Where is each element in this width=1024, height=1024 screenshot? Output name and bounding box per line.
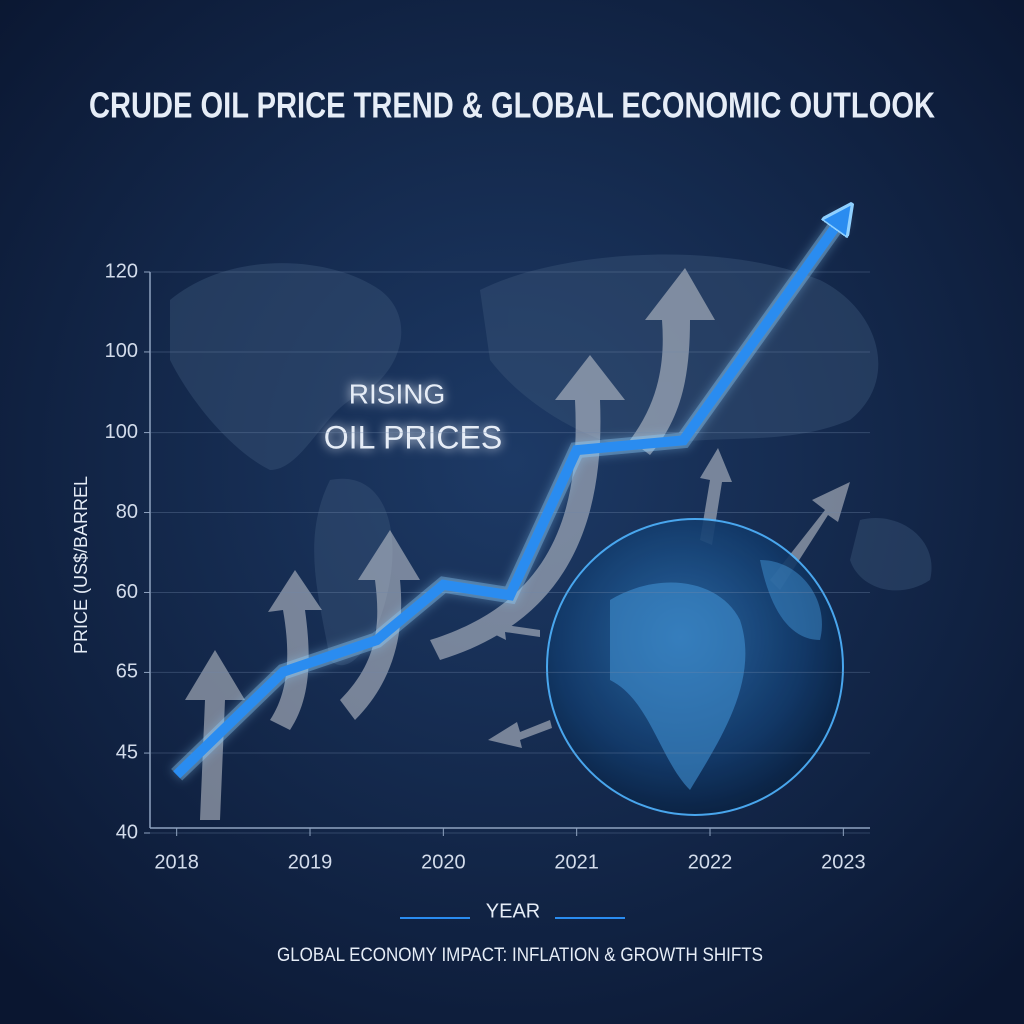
y-tick-label: 45 — [116, 741, 138, 763]
globe — [546, 518, 844, 816]
annotation: OIL PRICES — [324, 419, 502, 455]
price-line — [173, 216, 844, 779]
chart-title: CRUDE OIL PRICE TREND & GLOBAL ECONOMIC … — [89, 85, 935, 126]
y-tick-label: 60 — [116, 581, 138, 603]
x-tick-label: 2021 — [554, 851, 599, 873]
y-tick-label: 100 — [105, 421, 138, 443]
x-tick-label: 2020 — [421, 851, 466, 873]
x-tick-label: 2023 — [821, 851, 866, 873]
y-tick-label: 80 — [116, 501, 138, 523]
y-tick-label: 120 — [105, 260, 138, 282]
x-axis-label: YEAR — [486, 900, 540, 922]
annotation: RISING — [349, 378, 445, 409]
decorative-arrows — [185, 268, 850, 820]
y-axis-label: PRICE (US$/BARREL — [71, 476, 91, 654]
x-tick-label: 2022 — [688, 851, 733, 873]
y-tick-label: 65 — [116, 661, 138, 683]
x-tick-label: 2019 — [288, 851, 333, 873]
y-tick-label: 100 — [105, 340, 138, 362]
x-tick-label: 2018 — [154, 851, 199, 873]
footnote: GLOBAL ECONOMY IMPACT: INFLATION & GROWT… — [277, 945, 763, 966]
y-tick-label: 40 — [116, 821, 138, 843]
